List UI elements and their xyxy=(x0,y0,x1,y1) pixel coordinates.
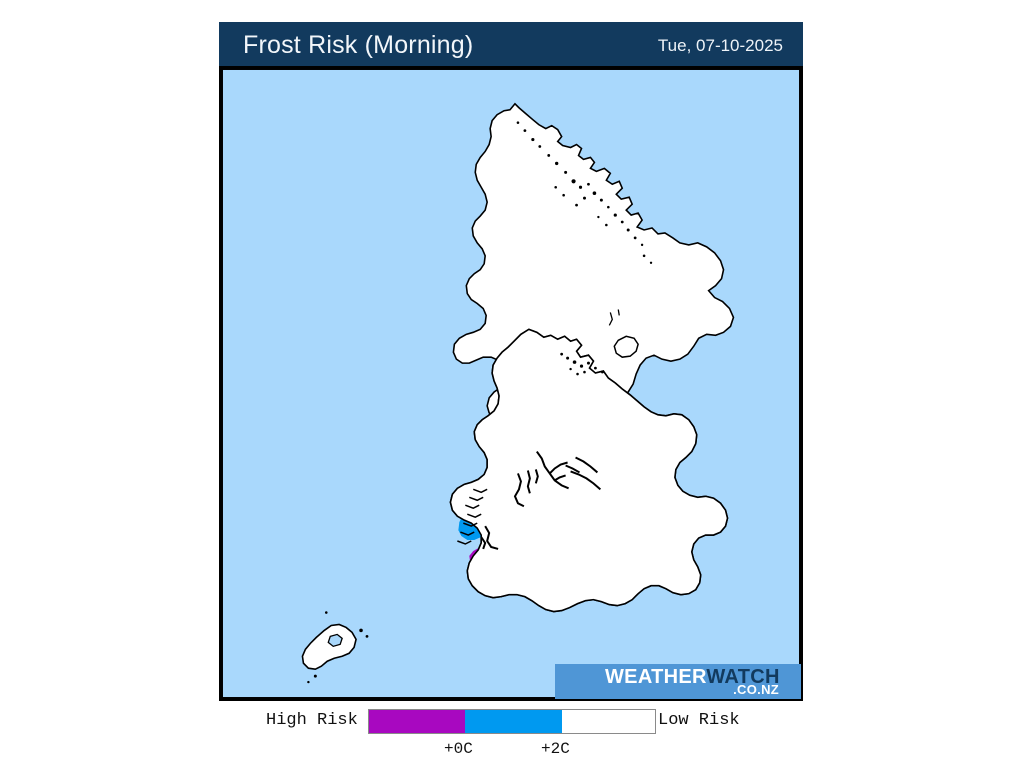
watermark-brand-part2: WATCH xyxy=(706,666,780,688)
stewart-island-group xyxy=(301,611,369,684)
fiordland-fjords xyxy=(457,488,488,545)
river-rakaia xyxy=(575,456,599,474)
river-branch-a xyxy=(549,461,568,475)
south-island-group xyxy=(449,328,729,613)
lake-taupo xyxy=(613,335,639,358)
marlborough-sounds xyxy=(560,352,604,376)
map-frame-border xyxy=(221,68,801,699)
stewart-island-offshore-specks xyxy=(307,611,369,684)
lake-wakatipu xyxy=(513,473,525,508)
river-branch-b xyxy=(554,474,566,482)
new-zealand-frost-map[interactable] xyxy=(221,68,801,699)
weatherwatch-watermark[interactable]: WEATHERWATCH .CO.NZ xyxy=(555,664,801,699)
lake-manapouri xyxy=(480,536,487,550)
legend-tick-2c: +2C xyxy=(541,740,570,758)
lake-hawea xyxy=(534,469,539,484)
page-title: Frost Risk (Morning) xyxy=(243,31,474,59)
legend-row: High Risk Low Risk xyxy=(0,705,1024,735)
legend-high-risk-label: High Risk xyxy=(266,711,358,730)
legend-swatch-moderate-risk xyxy=(465,710,562,733)
inland-water-mark-1 xyxy=(608,312,613,326)
legend: High Risk Low Risk xyxy=(0,705,1024,765)
legend-swatch-low-risk xyxy=(561,710,655,733)
legend-low-risk-label: Low Risk xyxy=(658,711,740,730)
watermark-brand-part1: WEATHER xyxy=(605,666,707,688)
legend-color-bar[interactable] xyxy=(368,709,656,734)
weather-map-card: Frost Risk (Morning) Tue, 07-10-2025 xyxy=(219,22,803,701)
map-canvas[interactable]: WEATHERWATCH .CO.NZ xyxy=(219,66,803,701)
map-header-bar: Frost Risk (Morning) Tue, 07-10-2025 xyxy=(219,22,803,66)
river-clutha xyxy=(536,450,569,490)
inland-water-mark-2 xyxy=(617,309,620,316)
lake-wanaka xyxy=(526,470,531,494)
watermark-brand: WEATHERWATCH xyxy=(605,667,780,687)
forecast-date: Tue, 07-10-2025 xyxy=(657,36,783,55)
legend-tick-0c: +0C xyxy=(444,740,473,758)
river-waitaki xyxy=(570,470,602,491)
stewart-island-inlet xyxy=(327,633,343,648)
northland-offshore-islands xyxy=(516,121,653,264)
lake-te-anau xyxy=(484,525,499,550)
river-rangitata xyxy=(565,464,581,474)
alpine-lakes-and-rivers xyxy=(480,450,602,550)
legend-swatch-high-risk xyxy=(369,710,466,733)
stewart-island-landmass xyxy=(301,623,357,671)
watermark-domain: .CO.NZ xyxy=(733,682,779,697)
